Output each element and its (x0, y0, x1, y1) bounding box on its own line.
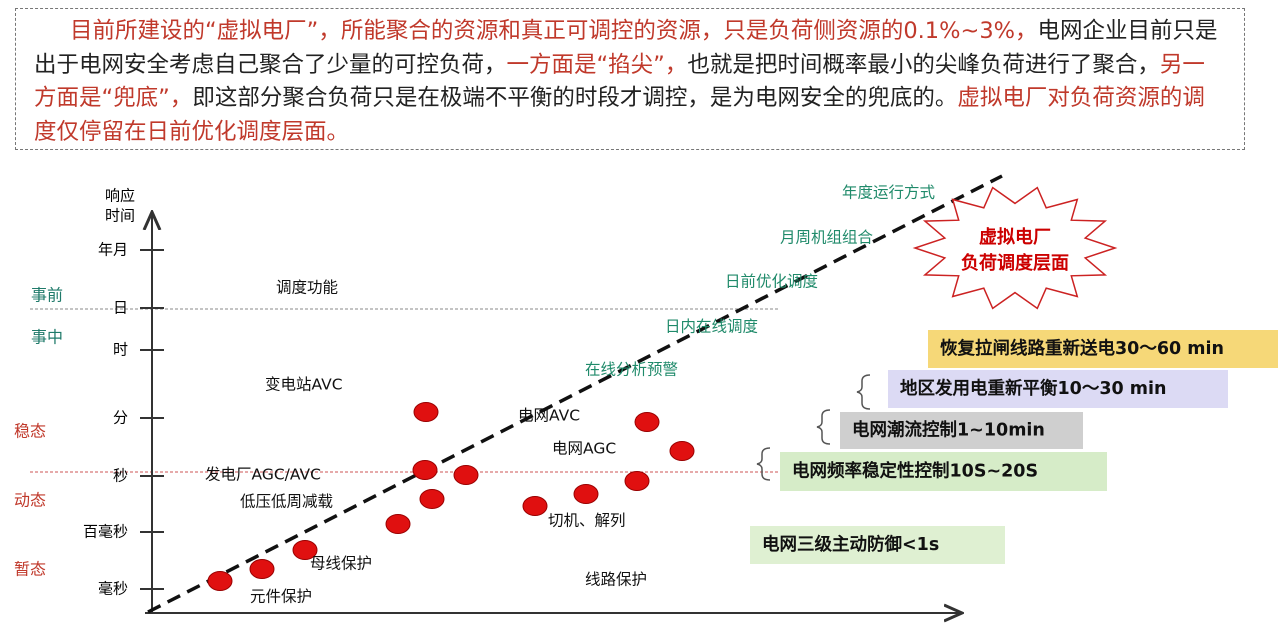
callout-text: 虚拟电厂 (979, 226, 1051, 248)
function-label: 元件保护 (250, 588, 312, 606)
device-dot (634, 412, 660, 432)
intro-segment: 虚拟电厂对负荷资源的调度仅停留在日前优化调度层面。 (34, 85, 1205, 145)
phase-label: 动态 (14, 491, 46, 510)
callout-text: 负荷调度层面 (961, 252, 1069, 274)
device-dot (453, 465, 479, 485)
device-dot (624, 471, 650, 491)
tick-label: 毫秒 (98, 580, 128, 598)
intro-segment: 一方面是“掐尖”， (506, 51, 688, 78)
time-box-label: 电网三级主动防御<1s (762, 534, 939, 555)
axis-title: 响应 (105, 187, 135, 205)
intro-segment: 也就是把时间概率最小的尖峰负荷进行了聚合， (687, 51, 1160, 78)
time-box (840, 412, 1083, 449)
time-box (750, 526, 1005, 564)
device-dot (669, 441, 695, 461)
intro-segment: 即这部分聚合负荷只是在极端不平衡的时段才调控，是为电网安全的兜底的。 (192, 85, 958, 111)
phase-label: 稳态 (14, 422, 46, 441)
tick-label: 年月 (98, 241, 128, 259)
intro-segment: 另一方面是“兜底”， (34, 51, 1205, 112)
time-box-label: 地区发用电重新平衡10～30 min (900, 378, 1167, 399)
time-box-label: 恢复拉闸线路重新送电30～60 min (940, 338, 1224, 359)
time-box-label: 电网潮流控制1~10min (852, 420, 1045, 441)
function-label: 调度功能 (276, 279, 338, 297)
function-label: 电网AGC (552, 440, 616, 458)
brace (856, 374, 871, 410)
tick-label: 分 (113, 409, 128, 427)
device-dot (573, 484, 599, 504)
device-dot (385, 514, 411, 534)
time-box (888, 370, 1228, 408)
intro-text: 目前所建设的“虚拟电厂”，所能聚合的资源和真正可调控的资源，只是负荷侧资源的0.… (15, 8, 1245, 150)
trend-label: 年度运行方式 (842, 184, 935, 202)
tick-label: 秒 (113, 467, 128, 485)
function-label: 线路保护 (585, 571, 647, 589)
intro-segment: 目前所建设的“虚拟电厂”，所能聚合的资源和真正可调控的资源，只是负荷侧资源的0.… (70, 18, 1038, 44)
function-label: 电网AVC (518, 407, 580, 425)
device-dot (522, 496, 548, 516)
tick-label: 日 (113, 299, 128, 317)
function-label: 低压低周减载 (240, 493, 333, 511)
brace (756, 447, 771, 481)
device-dot (249, 559, 275, 579)
trend-line (147, 174, 1003, 614)
function-label: 变电站AVC (265, 376, 343, 394)
trend-label: 日内在线调度 (665, 318, 758, 336)
trend-label: 月周机组组合 (780, 229, 874, 247)
time-box (928, 330, 1278, 368)
axis-title: 时间 (105, 207, 135, 225)
trend-label: 在线分析预警 (585, 361, 678, 379)
function-label: 发电厂AGC/AVC (205, 466, 321, 484)
callout-star (912, 186, 1118, 310)
phase-label: 暂态 (14, 560, 46, 579)
function-label: 切机、解列 (548, 512, 626, 530)
trend-label: 日前优化调度 (725, 273, 818, 291)
tick-label: 时 (113, 341, 128, 359)
function-label: 母线保护 (310, 555, 372, 573)
tick-label: 百毫秒 (83, 523, 128, 541)
phase-label: 事中 (31, 328, 63, 347)
device-dot (413, 402, 439, 422)
phase-label: 事前 (31, 286, 63, 305)
time-box (780, 452, 1107, 491)
device-dot (419, 489, 445, 509)
brace (816, 409, 831, 445)
device-dot (292, 540, 318, 560)
device-dot (412, 460, 438, 480)
device-dot (207, 571, 233, 591)
intro-segment: 电网企业目前只是出于电网安全考虑自己聚合了少量的可控负荷， (34, 18, 1218, 78)
time-box-label: 电网频率稳定性控制10S~20S (792, 461, 1038, 482)
